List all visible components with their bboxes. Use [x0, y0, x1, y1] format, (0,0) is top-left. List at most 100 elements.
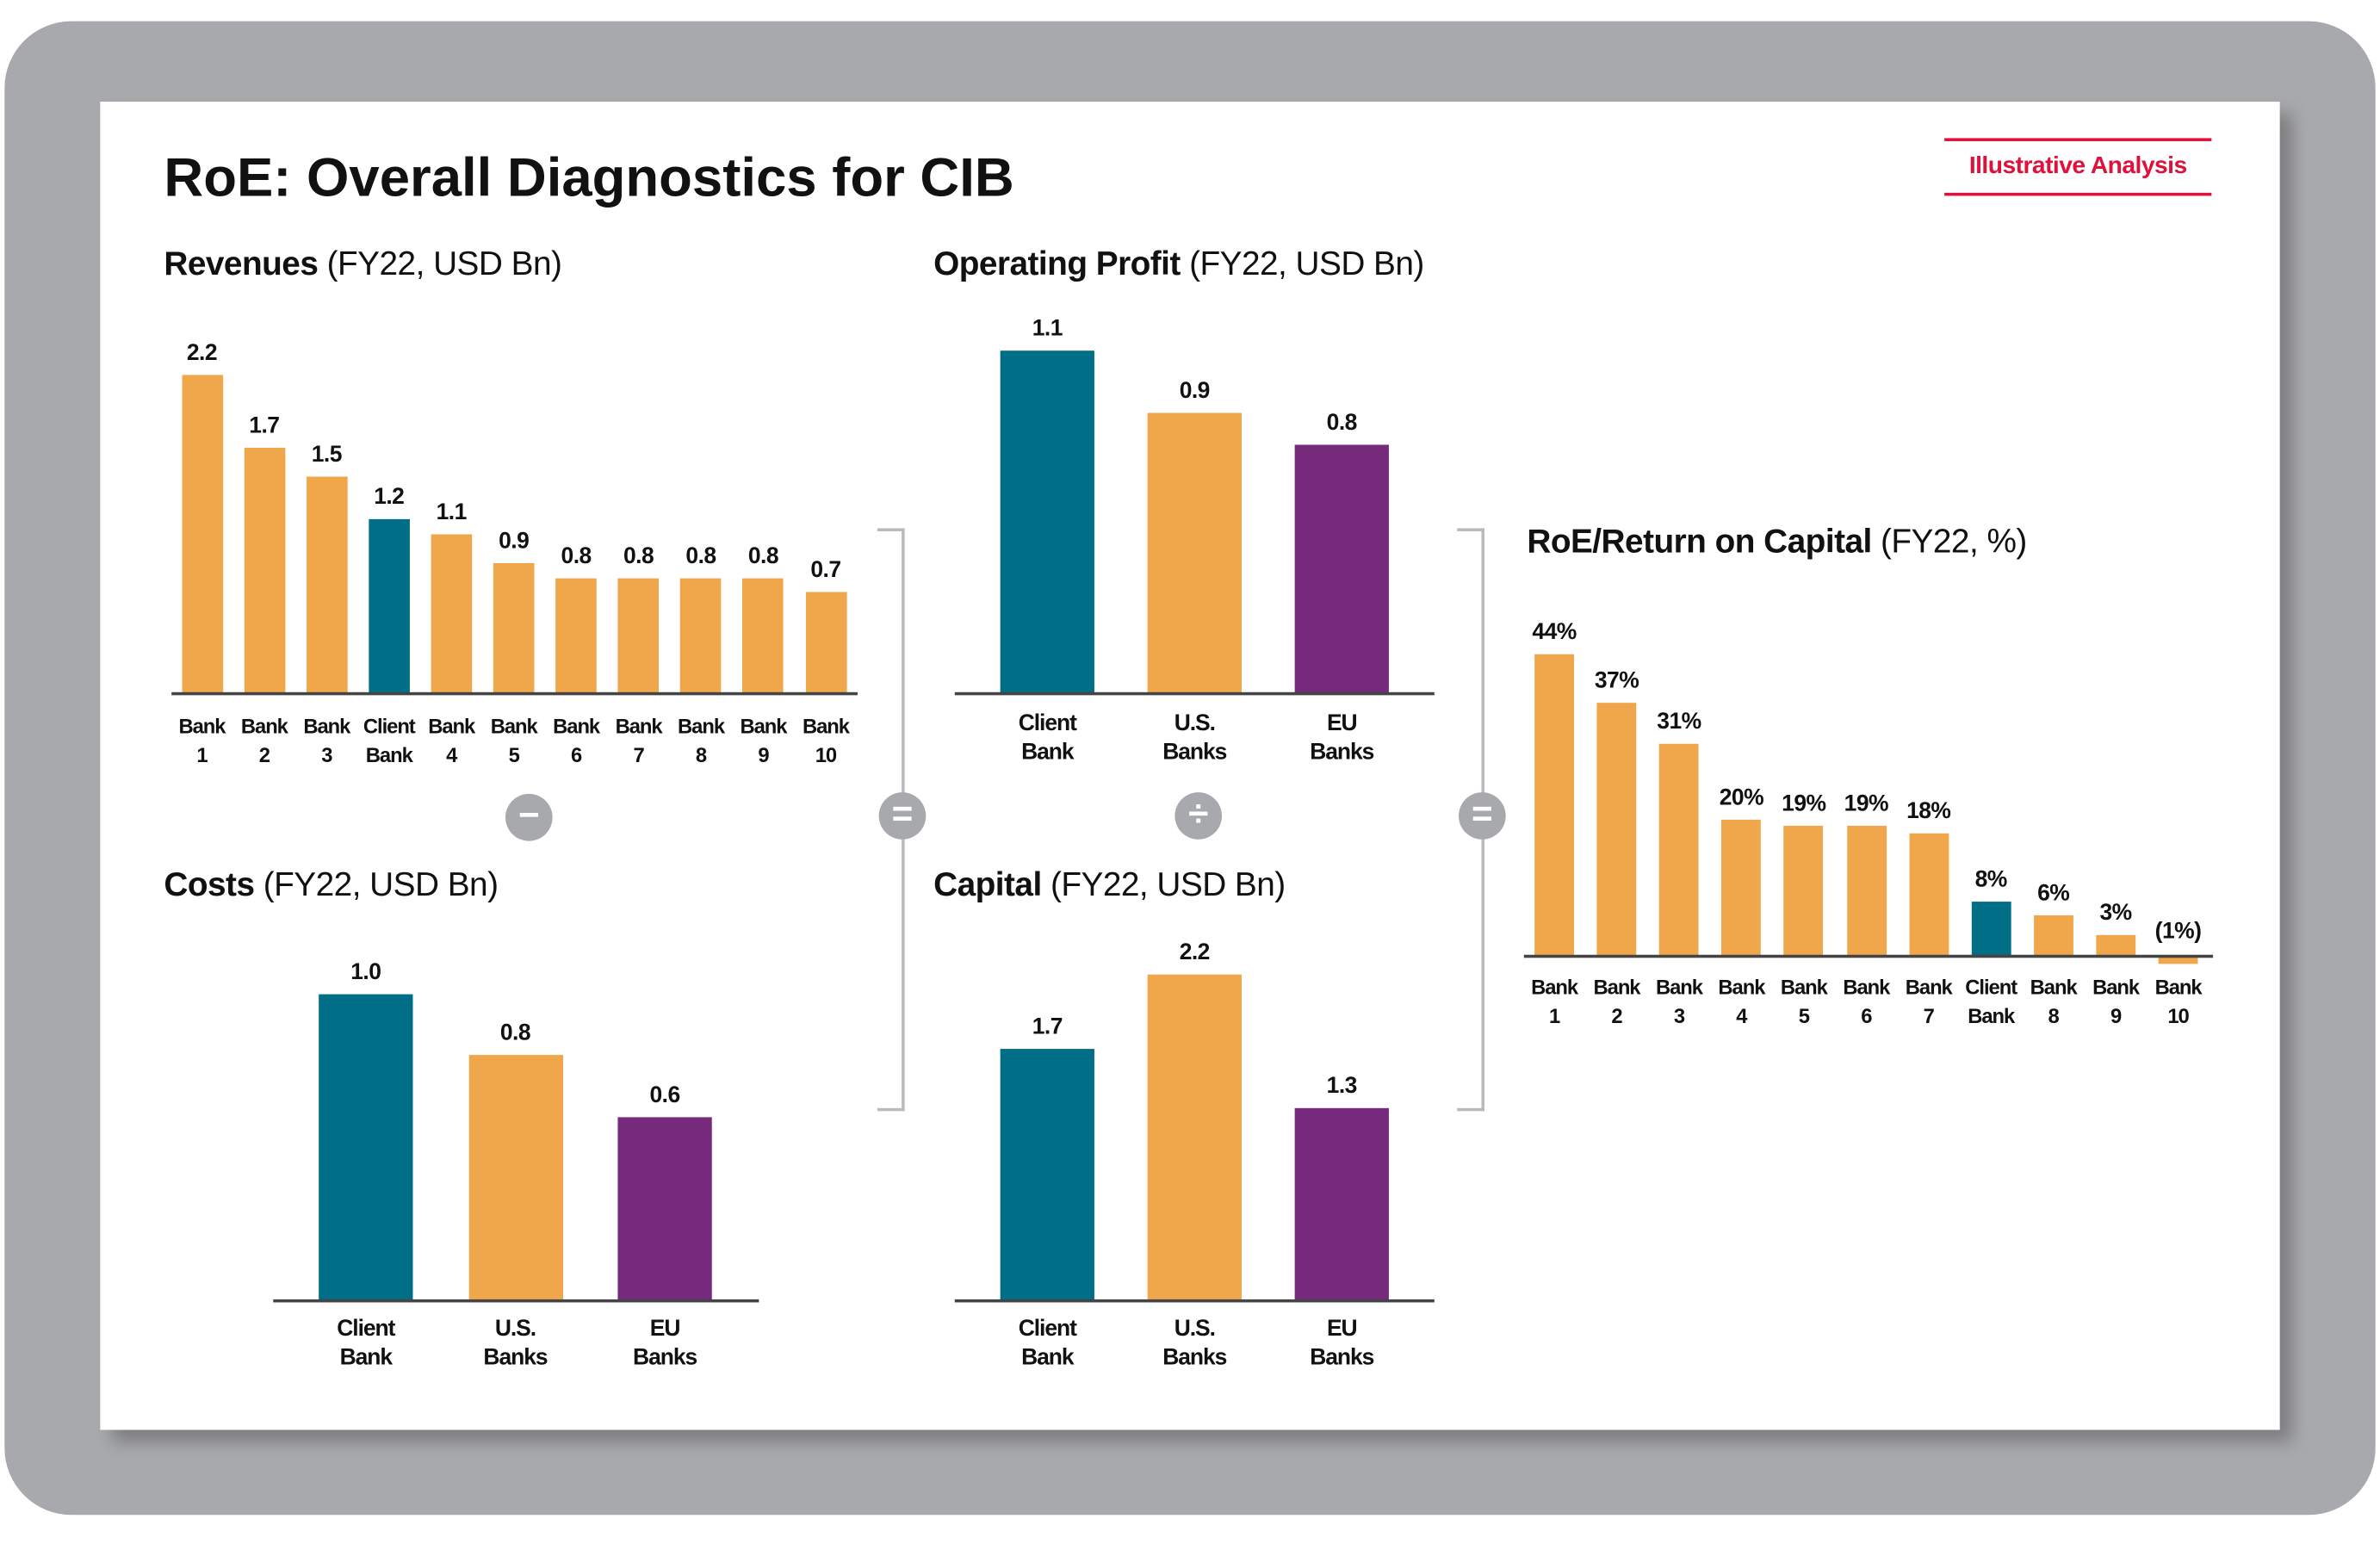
capital-bar — [1147, 974, 1242, 1301]
costs-title: Costs (FY22, USD Bn) — [164, 865, 499, 905]
equals-operator-icon-2: = — [1459, 792, 1506, 840]
roe-value-label: 19% — [1782, 790, 1826, 817]
roe-category-label: Bank 2 — [1593, 976, 1641, 1028]
costs-bar — [617, 1117, 712, 1301]
revenues-value-label: 1.5 — [311, 441, 343, 468]
revenues-value-label: 0.7 — [810, 557, 841, 584]
capital-value-label: 2.2 — [1179, 939, 1211, 966]
revenues-category-label: Bank 5 — [490, 715, 538, 767]
revenues-category-label: Bank 4 — [428, 715, 475, 767]
operating_profit-value-label: 1.1 — [1032, 315, 1063, 342]
operating_profit-bar — [1294, 443, 1389, 694]
page-title: RoE: Overall Diagnostics for CIB — [164, 146, 1014, 208]
illustrative-badge: Illustrative Analysis — [1944, 138, 2212, 196]
roe-title: RoE/Return on Capital (FY22, %) — [1527, 522, 2027, 561]
roe-value-label: 18% — [1906, 797, 1951, 824]
revenues-value-label: 0.8 — [685, 542, 716, 569]
revenues-bar — [493, 563, 535, 694]
revenues-category-label: Bank 7 — [615, 715, 663, 767]
minus-operator-icon: − — [505, 793, 553, 841]
costs-title-main: Costs — [164, 865, 255, 903]
roe-bar — [2096, 935, 2136, 957]
costs-bar — [468, 1055, 563, 1301]
capital-value-label: 1.7 — [1032, 1014, 1063, 1040]
revenues-bar — [431, 534, 473, 694]
roe-category-label: Bank 9 — [2092, 976, 2140, 1028]
operating-profit-subtitle: (FY22, USD Bn) — [1189, 244, 1424, 282]
roe-bar — [2033, 914, 2073, 957]
costs-category-label: EU Banks — [633, 1316, 697, 1371]
operating_profit-axis — [954, 691, 1435, 696]
revenues-axis — [171, 691, 858, 696]
revenues-bar — [742, 577, 784, 694]
revenues-bar — [555, 577, 597, 694]
roe-value-label: 44% — [1532, 619, 1577, 646]
divide-operator-icon: ÷ — [1175, 792, 1223, 840]
roe-category-label: Bank 10 — [2154, 976, 2203, 1028]
capital-value-label: 1.3 — [1326, 1073, 1358, 1100]
revenues-category-label: Bank 9 — [740, 715, 787, 767]
roe-category-label: Bank 4 — [1718, 976, 1765, 1028]
roe-bar — [2158, 956, 2198, 964]
roe-value-label: 19% — [1844, 790, 1889, 817]
costs-value-label: 0.8 — [499, 1020, 531, 1047]
capital-category-label: U.S. Banks — [1162, 1316, 1227, 1371]
revenues-title: Revenues (FY22, USD Bn) — [164, 244, 562, 284]
roe-bar — [1596, 702, 1637, 957]
revenues-value-label: 0.9 — [499, 528, 530, 555]
revenues-category-label: Bank 1 — [178, 715, 226, 767]
revenues-category-label: Bank 8 — [678, 715, 725, 767]
operating_profit-value-label: 0.8 — [1326, 409, 1358, 436]
capital-title: Capital (FY22, USD Bn) — [933, 865, 1286, 905]
roe-value-label: 37% — [1594, 667, 1639, 693]
revenues-value-label: 0.8 — [561, 542, 592, 569]
costs-category-label: Client Bank — [337, 1316, 395, 1371]
roe-category-label: Bank 1 — [1531, 976, 1578, 1028]
roe-value-label: 8% — [1974, 866, 2008, 893]
revenues-category-label: Bank 10 — [802, 715, 850, 767]
roe-bar — [1783, 826, 1824, 957]
operating_profit-category-label: Client Bank — [1018, 710, 1077, 766]
roe-value-label: (1%) — [2154, 918, 2202, 945]
revenues-category-label: Bank 6 — [553, 715, 600, 767]
revenues-subtitle: (FY22, USD Bn) — [326, 244, 562, 282]
roe-category-label: Bank 5 — [1780, 976, 1828, 1028]
roe-subtitle: (FY22, %) — [1881, 522, 2027, 561]
revenues-value-label: 0.8 — [623, 542, 654, 569]
roe-bar — [1971, 901, 2011, 957]
costs-value-label: 0.6 — [649, 1082, 680, 1108]
revenues-bar — [306, 476, 348, 694]
operating-profit-title-main: Operating Profit — [933, 244, 1181, 282]
revenues-category-label: Bank 3 — [303, 715, 350, 767]
revenues-bar — [617, 577, 660, 694]
capital-axis — [954, 1299, 1435, 1303]
capital-category-label: Client Bank — [1018, 1316, 1077, 1371]
costs-value-label: 1.0 — [350, 959, 381, 986]
roe-category-label: Bank 8 — [2030, 976, 2078, 1028]
costs-bar — [319, 994, 413, 1301]
capital-bar — [1000, 1048, 1094, 1301]
operating_profit-bar — [1000, 350, 1094, 694]
roe-bar — [1534, 654, 1574, 957]
roe-bar — [1721, 819, 1762, 957]
operating_profit-bar — [1147, 412, 1242, 694]
revenues-category-label: Client Bank — [363, 715, 416, 767]
roe-axis — [1523, 954, 2214, 958]
revenues-value-label: 1.7 — [249, 412, 280, 438]
roe-value-label: 6% — [2037, 880, 2070, 907]
operating_profit-value-label: 0.9 — [1179, 378, 1211, 405]
roe-bar — [1846, 826, 1887, 957]
roe-category-label: Bank 7 — [1905, 976, 1953, 1028]
roe-category-label: Client Bank — [1965, 976, 2017, 1028]
capital-title-main: Capital — [933, 865, 1042, 903]
costs-category-label: U.S. Banks — [483, 1316, 548, 1371]
roe-value-label: 20% — [1719, 784, 1764, 810]
equals-operator-icon: = — [878, 792, 927, 840]
costs-subtitle: (FY22, USD Bn) — [263, 865, 499, 903]
revenues-bar — [805, 592, 846, 694]
operating_profit-category-label: U.S. Banks — [1162, 710, 1227, 766]
capital-subtitle: (FY22, USD Bn) — [1050, 865, 1286, 903]
capital-category-label: EU Banks — [1310, 1316, 1374, 1371]
roe-value-label: 31% — [1657, 708, 1701, 735]
